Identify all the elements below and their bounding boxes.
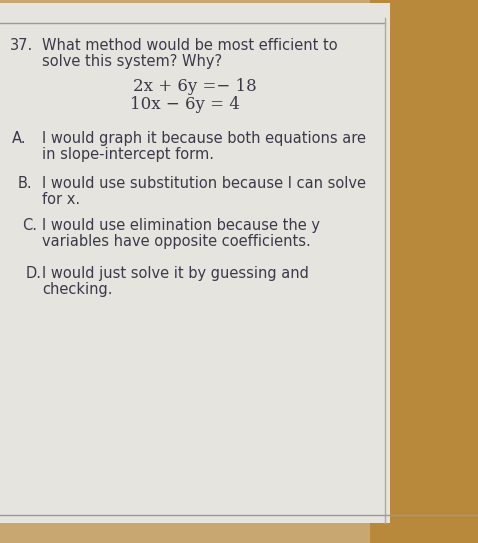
Text: A.: A. bbox=[12, 131, 26, 146]
Text: 10x − 6y = 4: 10x − 6y = 4 bbox=[130, 96, 240, 113]
Text: 37.: 37. bbox=[10, 38, 33, 53]
Text: I would just solve it by guessing and: I would just solve it by guessing and bbox=[42, 266, 309, 281]
Bar bbox=[370, 0, 478, 543]
Text: I would use elimination because the y: I would use elimination because the y bbox=[42, 218, 320, 233]
Bar bbox=[0, 3, 390, 523]
Text: checking.: checking. bbox=[42, 282, 112, 297]
Bar bbox=[0, 3, 390, 523]
Text: D.: D. bbox=[26, 266, 42, 281]
Text: What method would be most efficient to: What method would be most efficient to bbox=[42, 38, 337, 53]
Text: B.: B. bbox=[18, 176, 33, 191]
Text: variables have opposite coefficients.: variables have opposite coefficients. bbox=[42, 234, 311, 249]
Text: for x.: for x. bbox=[42, 192, 80, 207]
Text: C.: C. bbox=[22, 218, 37, 233]
Text: 2x + 6y =− 18: 2x + 6y =− 18 bbox=[133, 78, 257, 95]
Text: solve this system? Why?: solve this system? Why? bbox=[42, 54, 222, 69]
Text: I would use substitution because I can solve: I would use substitution because I can s… bbox=[42, 176, 366, 191]
Text: I would graph it because both equations are: I would graph it because both equations … bbox=[42, 131, 366, 146]
Text: in slope-intercept form.: in slope-intercept form. bbox=[42, 147, 214, 162]
